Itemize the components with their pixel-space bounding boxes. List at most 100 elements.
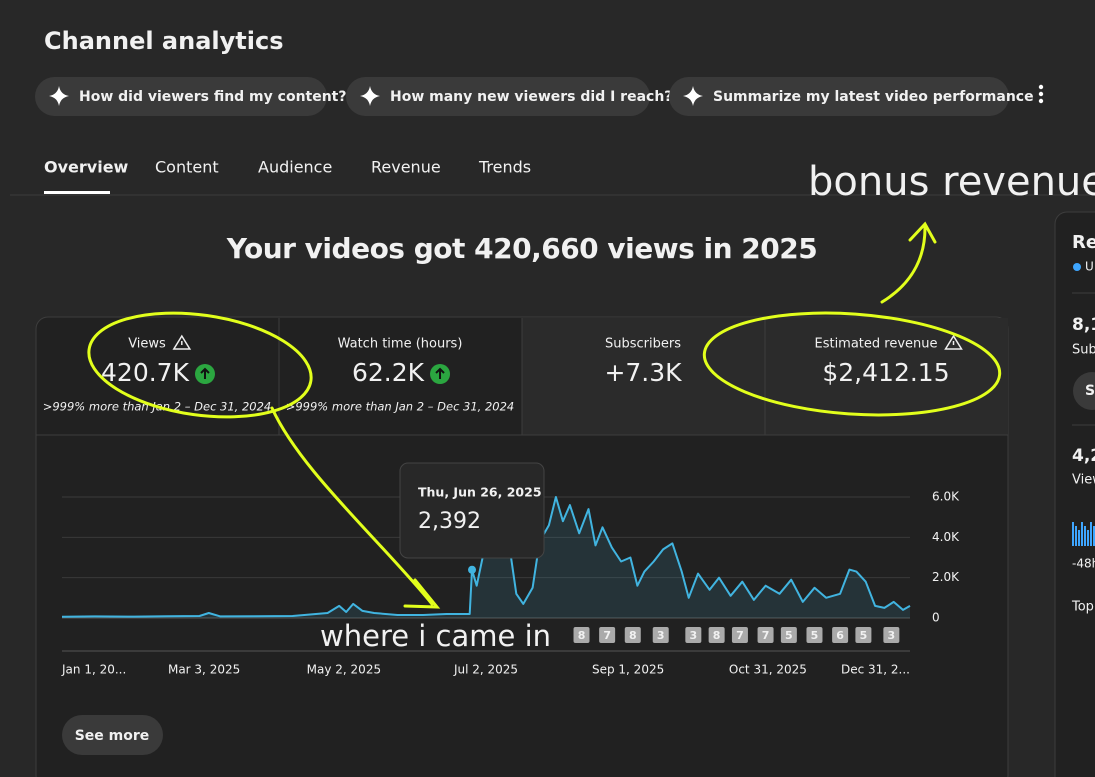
x-tick-label: Jan 1, 20... [61, 663, 126, 677]
see-more-label: See more [75, 728, 150, 744]
sidebar-text: -48h [1072, 557, 1095, 571]
sparkline-bar [1090, 522, 1092, 546]
video-marker[interactable] [731, 627, 748, 643]
sparkle-icon [360, 86, 380, 106]
video-marker[interactable] [883, 627, 900, 643]
x-tick-label: Dec 31, 2... [841, 663, 910, 677]
headline: Your videos got 420,660 views in 2025 [226, 232, 818, 265]
video-marker-count: 5 [785, 629, 793, 642]
video-marker-count: 3 [888, 629, 896, 642]
sparkline-bar [1072, 522, 1074, 546]
more-menu[interactable] [1038, 84, 1044, 104]
metric-value: $2,412.15 [822, 358, 949, 387]
tab[interactable]: Audience [258, 158, 332, 177]
video-marker[interactable] [780, 627, 797, 643]
x-tick-label: Mar 3, 2025 [168, 663, 240, 677]
scribble-arrow [880, 221, 937, 304]
video-marker[interactable] [832, 627, 849, 643]
sidebar-text: Re [1072, 232, 1095, 253]
sidebar-text: Top [1071, 600, 1094, 615]
chip-label: Summarize my latest video performance [713, 89, 1034, 105]
sparkline-bar [1081, 522, 1083, 546]
metric-label: Subscribers [605, 337, 681, 352]
warning-icon [172, 334, 192, 350]
hover-point [468, 565, 477, 574]
chip[interactable] [35, 77, 327, 116]
video-marker[interactable] [573, 627, 590, 643]
metric-note: >999% more than Jan 2 – Dec 31, 2024 [286, 400, 515, 414]
tooltip-title: Thu, Jun 26, 2025 [418, 485, 542, 500]
chip-label: How did viewers find my content? [79, 89, 347, 105]
tab[interactable]: Overview [44, 158, 129, 177]
scribble-circle [87, 311, 313, 419]
metric-value: 420.7K [101, 358, 190, 387]
y-tick-label: 2.0K [932, 570, 960, 584]
sparkle-icon [49, 86, 69, 106]
video-marker[interactable] [855, 627, 872, 643]
video-marker-count: 8 [713, 629, 721, 642]
metric-value: 62.2K [352, 358, 425, 387]
x-tick-label: Jul 2, 2025 [453, 663, 518, 677]
video-marker-count: 7 [736, 629, 744, 642]
x-tick-label: Sep 1, 2025 [592, 663, 664, 677]
metric-label: Views [128, 337, 166, 352]
sidebar-button[interactable] [1073, 372, 1095, 410]
video-marker[interactable] [757, 627, 774, 643]
video-marker-count: 3 [690, 629, 698, 642]
video-marker-count: 7 [762, 629, 770, 642]
video-marker[interactable] [685, 627, 702, 643]
video-marker[interactable] [652, 627, 669, 643]
legend-dot [1073, 263, 1081, 271]
video-marker-count: 5 [860, 629, 868, 642]
annotation: where i came in [320, 619, 551, 653]
chip[interactable] [346, 77, 650, 116]
tab-underline [44, 191, 110, 194]
warning-icon [944, 334, 963, 350]
tab[interactable]: Revenue [371, 158, 441, 177]
x-tick-label: May 2, 2025 [307, 663, 381, 677]
sparkline-bar [1075, 526, 1077, 546]
line [61, 496, 911, 618]
video-marker-count: 3 [657, 629, 665, 642]
sparkline-bar [1078, 530, 1080, 546]
video-marker[interactable] [599, 627, 616, 643]
scribble-circle [702, 311, 1002, 417]
scribble-arrow [270, 406, 441, 609]
sidebar-text: S [1085, 383, 1095, 399]
video-marker-count: 8 [578, 629, 586, 642]
tooltip [399, 462, 545, 559]
video-marker[interactable] [806, 627, 823, 643]
video-marker[interactable] [708, 627, 725, 643]
tab[interactable]: Content [155, 158, 219, 177]
up-icon [200, 367, 210, 379]
see-more-button[interactable] [62, 715, 163, 755]
sparkline-bar [1093, 526, 1095, 546]
sidebar-card [1054, 211, 1095, 777]
sparkle-icon [683, 86, 703, 106]
tooltip-value: 2,392 [418, 509, 481, 534]
chip-label: How many new viewers did I reach? [390, 89, 672, 105]
sparkline-bar [1087, 530, 1089, 546]
x-tick-label: Oct 31, 2025 [729, 663, 807, 677]
sparkline-bar [1084, 526, 1086, 546]
y-tick-label: 0 [932, 611, 940, 625]
video-marker-count: 7 [603, 629, 611, 642]
sidebar-text: 4,2 [1072, 446, 1095, 466]
annotation: bonus revenue [808, 159, 1095, 205]
metric-label: Watch time (hours) [338, 337, 463, 352]
sidebar-text: U [1085, 260, 1094, 274]
tab[interactable]: Trends [478, 158, 531, 177]
sidebar-text: 8,1 [1072, 315, 1095, 335]
metric-value: +7.3K [604, 358, 682, 387]
y-tick-label: 6.0K [932, 490, 960, 504]
sidebar-text: Sub [1072, 343, 1095, 358]
video-marker-count: 6 [836, 629, 844, 642]
video-marker-count: 5 [811, 629, 819, 642]
video-marker[interactable] [624, 627, 641, 643]
page-title: Channel analytics [44, 27, 283, 55]
chip[interactable] [669, 77, 1009, 116]
up-icon [435, 367, 445, 379]
metric-label: Estimated revenue [814, 337, 937, 352]
